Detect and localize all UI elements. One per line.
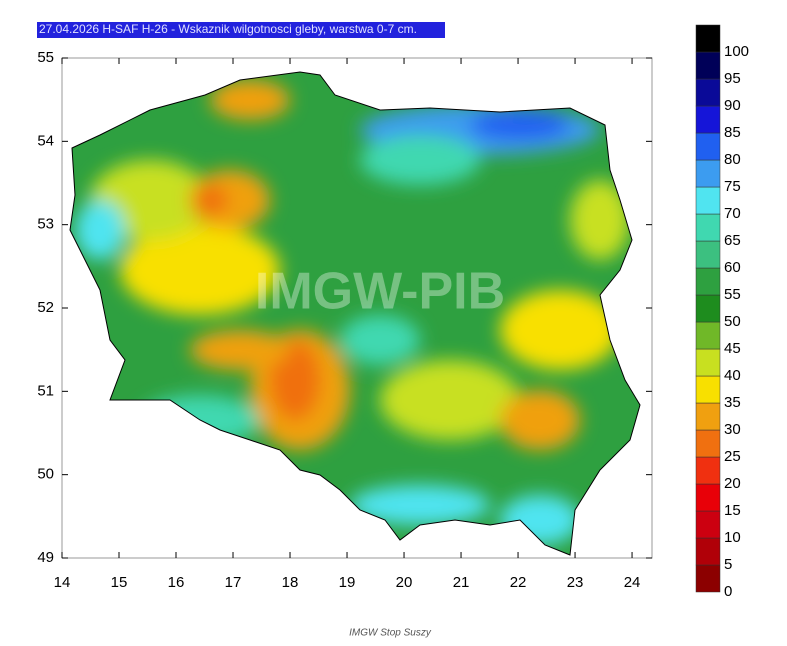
title-bg	[37, 22, 445, 38]
colorbar-label: 80	[724, 151, 741, 168]
y-tick-label: 54	[37, 132, 54, 149]
colorbar-label: 55	[724, 286, 741, 303]
colorbar-swatch	[695, 267, 721, 296]
colorbar-swatch	[695, 78, 721, 107]
colorbar-label: 60	[724, 259, 741, 276]
colorbar-label: 35	[724, 394, 741, 411]
colorbar-label: 5	[724, 556, 732, 573]
colorbar-label: 10	[724, 529, 741, 546]
x-tick-label: 18	[282, 574, 299, 591]
colorbar-label: 65	[724, 232, 741, 249]
x-tick-label: 21	[453, 574, 470, 591]
colorbar-swatch	[695, 429, 721, 458]
colorbar-swatch	[695, 51, 721, 80]
x-tick-label: 14	[54, 574, 71, 591]
colorbar-label: 85	[724, 124, 741, 141]
x-tick-label: 20	[396, 574, 413, 591]
colorbar-label: 0	[724, 583, 732, 600]
colorbar-label: 45	[724, 340, 741, 357]
caption: IMGW Stop Suszy	[349, 628, 432, 639]
soil-moisture-field	[70, 72, 640, 555]
x-tick-label: 15	[111, 574, 128, 591]
axes-and-legend: 14 15 16 17 18 19 20 21 22 23 24495051525354550510…	[37, 24, 749, 600]
y-tick-label: 50	[37, 466, 54, 483]
colorbar-label: 40	[724, 367, 741, 384]
colorbar-swatch	[695, 510, 721, 539]
colorbar-swatch	[695, 240, 721, 269]
colorbar-label: 100	[724, 43, 749, 60]
colorbar-label: 95	[724, 70, 741, 87]
colorbar-label: 25	[724, 448, 741, 465]
colorbar-swatch	[695, 375, 721, 404]
colorbar-label: 50	[724, 313, 741, 330]
x-tick-label: 19	[339, 574, 356, 591]
colorbar-label: 90	[724, 97, 741, 114]
colorbar-swatch	[695, 483, 721, 512]
colorbar-swatch	[695, 294, 721, 323]
colorbar-label: 15	[724, 502, 741, 519]
colorbar-label: 75	[724, 178, 741, 195]
x-tick-label: 24	[624, 574, 641, 591]
colorbar-swatch	[695, 456, 721, 485]
x-tick-label: 23	[567, 574, 584, 591]
colorbar-label: 70	[724, 205, 741, 222]
colorbar-swatch	[695, 564, 721, 593]
colorbar-label: 30	[724, 421, 741, 438]
y-tick-label: 51	[37, 382, 54, 399]
y-tick-label: 52	[37, 299, 54, 316]
colorbar-swatch	[695, 213, 721, 242]
colorbar-swatch	[695, 159, 721, 188]
colorbar-swatch	[695, 105, 721, 134]
x-tick-label: 22	[510, 574, 527, 591]
y-tick-label: 53	[37, 216, 54, 233]
x-tick-label: 16	[168, 574, 185, 591]
colorbar-swatch	[695, 321, 721, 350]
colorbar-swatch	[695, 402, 721, 431]
x-tick-label: 17	[225, 574, 242, 591]
colorbar-swatch	[695, 537, 721, 566]
y-tick-label: 55	[37, 49, 54, 66]
colorbar-swatch	[695, 132, 721, 161]
colorbar-label: 20	[724, 475, 741, 492]
colorbar-swatch	[695, 24, 721, 53]
colorbar-swatch	[695, 186, 721, 215]
y-tick-label: 49	[37, 549, 54, 566]
title: 27.04.2026 H-SAF H-26 - Wskaznik wilgotn…	[39, 22, 417, 36]
watermark: IMGW-PIB	[255, 263, 505, 321]
colorbar-swatch	[695, 348, 721, 377]
